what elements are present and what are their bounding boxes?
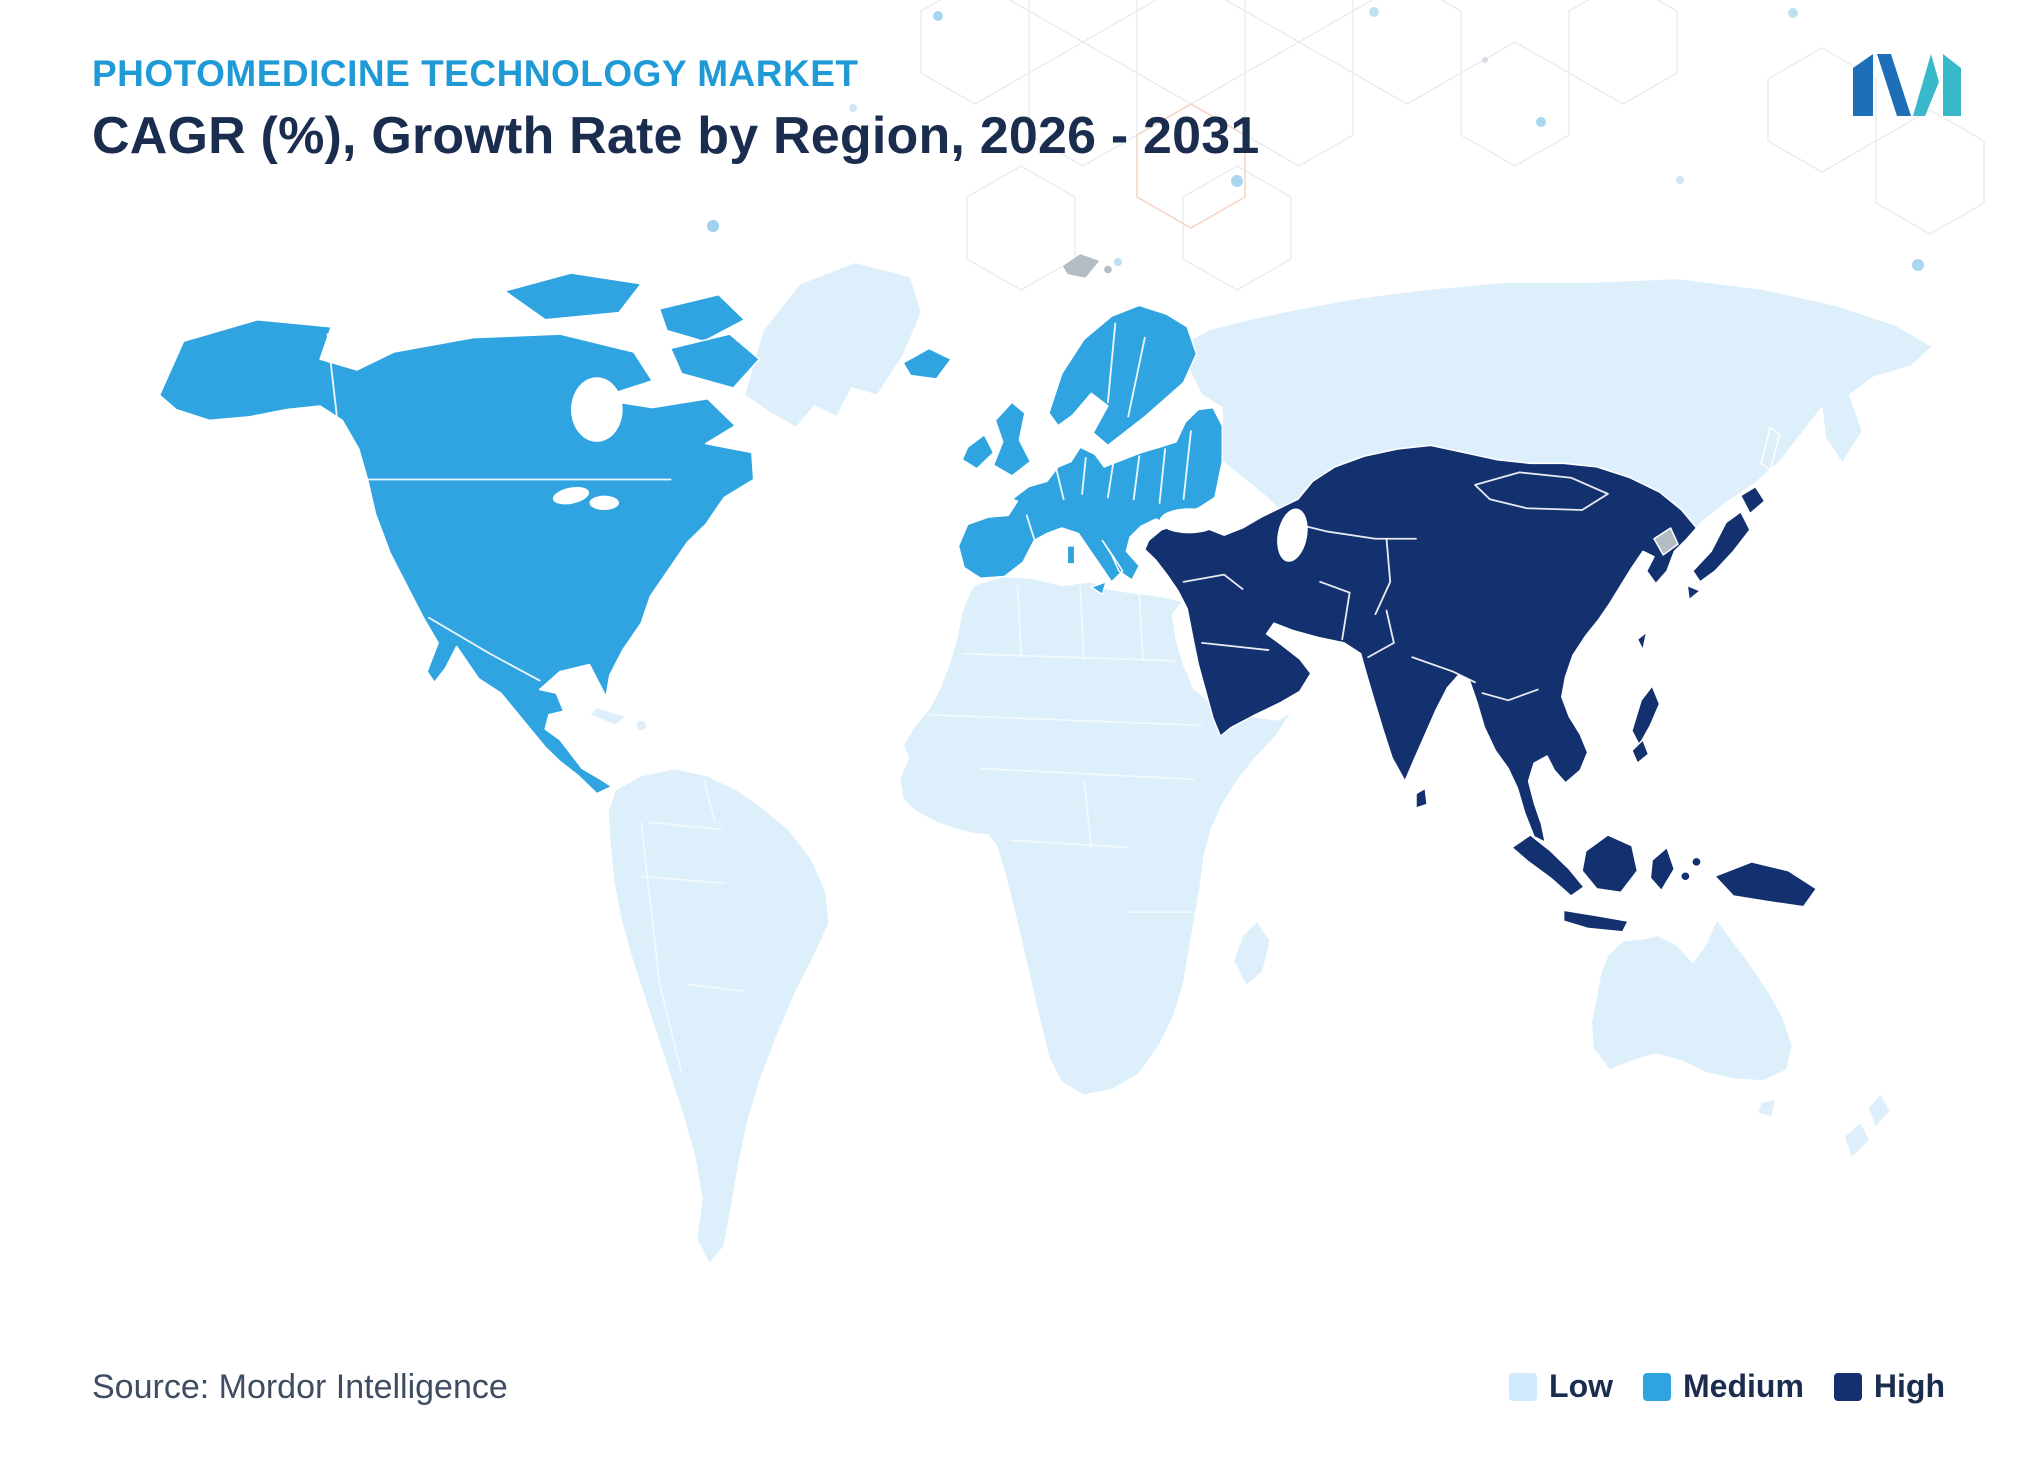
- region-taiwan: [1636, 631, 1648, 651]
- choropleth-map-svg: [158, 252, 1934, 1265]
- world-map: [95, 230, 1940, 1325]
- region-philippines: [1631, 685, 1661, 764]
- mordor-intelligence-logo: [1851, 52, 1963, 123]
- region-north-america: [158, 272, 760, 795]
- region-greenland: [743, 261, 923, 429]
- region-south-america: [588, 706, 831, 1265]
- region-indonesia: [1511, 834, 1818, 933]
- region-sicily: [1090, 581, 1107, 596]
- black-sea: [1159, 508, 1219, 534]
- legend-swatch-high: [1833, 1372, 1862, 1401]
- region-sardinia: [1066, 545, 1076, 565]
- region-united-kingdom: [992, 401, 1032, 477]
- region-arctic-islands: [503, 272, 642, 321]
- region-new-zealand-north: [1867, 1092, 1891, 1129]
- great-lakes: [552, 486, 590, 505]
- region-north-korea: [1653, 527, 1679, 556]
- header: PHOTOMEDICINE TECHNOLOGY MARKET CAGR (%)…: [92, 52, 1260, 166]
- norway-sweden-border: [1106, 322, 1117, 404]
- region-mainland-europe: [957, 406, 1224, 583]
- mongolia-border: [1474, 471, 1609, 511]
- legend-item-medium: Medium: [1643, 1368, 1804, 1405]
- region-japan: [1686, 485, 1766, 601]
- legend-item-low: Low: [1509, 1368, 1613, 1405]
- mordor-logo-icon: [1853, 54, 1961, 116]
- region-asia-pacific: [1144, 444, 1818, 933]
- legend-swatch-low: [1509, 1372, 1538, 1401]
- region-baffin-island: [669, 333, 760, 389]
- region-new-zealand-south: [1843, 1121, 1871, 1159]
- legend-label-low: Low: [1549, 1368, 1614, 1404]
- region-new-guinea: [1714, 861, 1818, 908]
- region-scandinavia: [1048, 304, 1198, 447]
- region-sakhalin: [1760, 426, 1781, 472]
- hudson-bay: [571, 377, 623, 442]
- us-mexico-border: [428, 616, 541, 682]
- dot-decorations: [707, 7, 1924, 271]
- region-europe: [902, 304, 1224, 596]
- alaska-canada-border: [326, 333, 338, 416]
- inland-seas: [1159, 508, 1308, 562]
- region-no-data: [1061, 252, 1679, 556]
- region-tasmania: [1756, 1098, 1777, 1118]
- region-svalbard: [1061, 252, 1102, 280]
- legend: Low Medium High: [1509, 1368, 1945, 1405]
- legend-item-high: High: [1833, 1368, 1945, 1405]
- region-sri-lanka: [1415, 787, 1428, 809]
- region-iceland: [902, 347, 952, 380]
- legend-label-high: High: [1873, 1368, 1945, 1404]
- faint-country-borders: [640, 585, 1203, 1074]
- legend-swatch-medium: [1643, 1372, 1672, 1401]
- sweden-finland-border: [1127, 336, 1146, 418]
- region-ireland: [961, 433, 995, 470]
- region-australia-oceania: [1590, 918, 1891, 1159]
- legend-label-medium: Medium: [1683, 1368, 1804, 1404]
- caspian-sea: [1277, 508, 1308, 562]
- region-madagascar: [1232, 920, 1272, 987]
- source-text: Source: Mordor Intelligence: [92, 1368, 508, 1406]
- region-africa: [898, 575, 1294, 1096]
- chart-title: CAGR (%), Growth Rate by Region, 2026 - …: [92, 107, 1260, 166]
- market-eyebrow-title: PHOTOMEDICINE TECHNOLOGY MARKET: [92, 53, 859, 94]
